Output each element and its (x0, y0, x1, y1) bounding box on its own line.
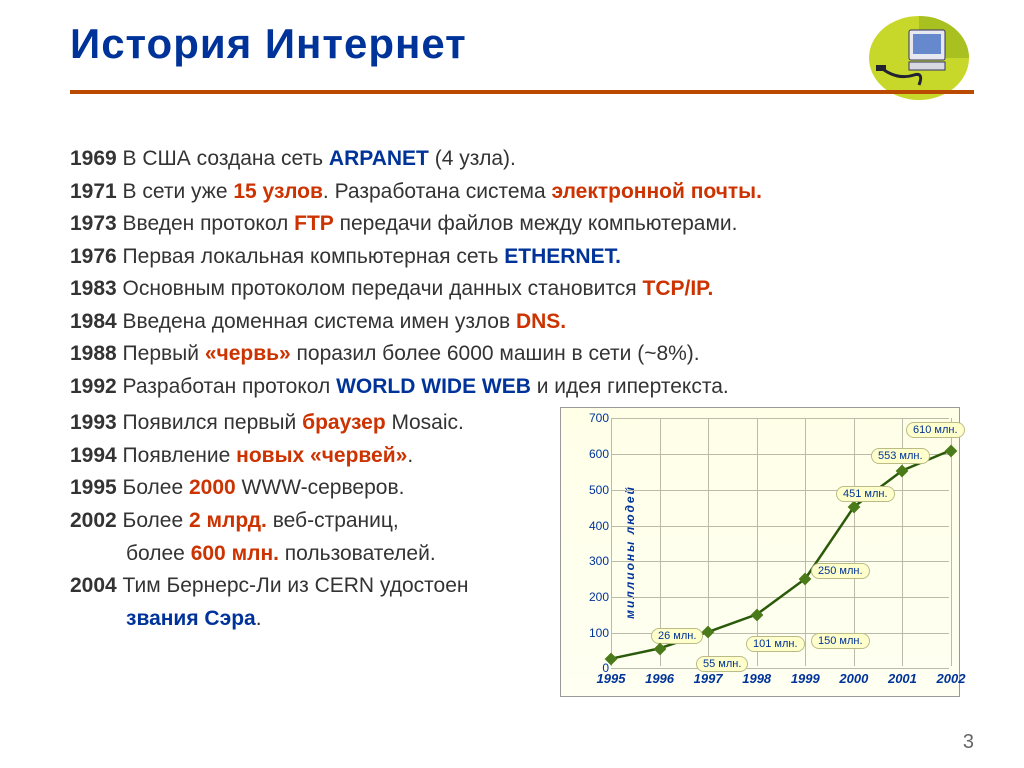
users-line-chart: миллионы людей 26 млн.55 млн.101 млн.150… (560, 407, 960, 697)
timeline-text: пользователей. (279, 542, 436, 565)
chart-xtick: 2002 (937, 671, 966, 686)
timeline-text: WWW-серверов. (236, 476, 405, 499)
chart-xtick: 1995 (597, 671, 626, 686)
chart-ytick: 300 (581, 554, 609, 568)
timeline-text: В США создана сеть (117, 147, 329, 170)
timeline-item: 1993 Появился первый браузер Mosaic. (70, 407, 550, 440)
timeline-item: 1984 Введена доменная система имен узлов… (70, 306, 974, 339)
timeline-text: Разработан протокол (117, 375, 336, 398)
timeline-text: Введен протокол (117, 212, 294, 235)
timeline-text: В сети уже (117, 180, 234, 203)
timeline-item: 2002 Более 2 млрд. веб-страниц, (70, 505, 550, 538)
timeline-text: Более (117, 476, 189, 499)
timeline-text: ARPANET (329, 147, 429, 170)
timeline-text: DNS. (516, 310, 566, 333)
timeline-text: Появление (117, 444, 236, 467)
timeline-text: FTP (294, 212, 334, 235)
chart-xtick: 1999 (791, 671, 820, 686)
timeline-item: звания Сэра. (70, 603, 550, 636)
timeline-text: и идея гипертекста. (531, 375, 729, 398)
chart-xtick: 2000 (839, 671, 868, 686)
timeline-year: 1969 (70, 147, 117, 170)
timeline-text: Первый (117, 342, 205, 365)
timeline-year: 1995 (70, 476, 117, 499)
chart-xtick: 1996 (645, 671, 674, 686)
chart-point-label: 553 млн. (871, 448, 930, 464)
timeline-text: более (126, 542, 191, 565)
timeline-text: звания Сэра (126, 607, 256, 630)
chart-point-label: 55 млн. (696, 656, 748, 672)
timeline-year: 1988 (70, 342, 117, 365)
chart-ytick: 200 (581, 590, 609, 604)
timeline-year: 2004 (70, 574, 117, 597)
page-number: 3 (963, 731, 974, 754)
timeline-text: 15 узлов (233, 180, 323, 203)
timeline-text: Появился первый (117, 411, 302, 434)
timeline-top: 1969 В США создана сеть ARPANET (4 узла)… (70, 143, 974, 403)
timeline-year: 1976 (70, 245, 117, 268)
timeline-text: электронной почты. (552, 180, 762, 203)
timeline-text: браузер (302, 411, 386, 434)
timeline-year: 1992 (70, 375, 117, 398)
timeline-item: 1983 Основным протоколом передачи данных… (70, 273, 974, 306)
chart-point-label: 101 млн. (746, 636, 805, 652)
timeline-year: 1993 (70, 411, 117, 434)
timeline-year: 1971 (70, 180, 117, 203)
title-divider (70, 90, 974, 94)
timeline-text: 2 млрд. (189, 509, 267, 532)
timeline-year: 1984 (70, 310, 117, 333)
timeline-item: 1971 В сети уже 15 узлов. Разработана си… (70, 176, 974, 209)
timeline-year: 2002 (70, 509, 117, 532)
timeline-item: более 600 млн. пользователей. (70, 538, 550, 571)
timeline-text: 600 млн. (191, 542, 279, 565)
chart-gridline (611, 668, 949, 669)
timeline-text: ETHERNET. (504, 245, 621, 268)
timeline-text: WORLD WIDE WEB (336, 375, 531, 398)
chart-ytick: 600 (581, 447, 609, 461)
chart-ytick: 500 (581, 483, 609, 497)
timeline-text: поразил более 6000 машин в сети (~8%). (291, 342, 700, 365)
chart-xtick: 2001 (888, 671, 917, 686)
timeline-text: . (407, 444, 413, 467)
chart-xtick: 1997 (694, 671, 723, 686)
page-title: История Интернет (70, 20, 467, 68)
timeline-item: 1976 Первая локальная компьютерная сеть … (70, 241, 974, 274)
timeline-text: «червь» (205, 342, 291, 365)
timeline-bottom: 1993 Появился первый браузер Mosaic.1994… (70, 407, 550, 697)
timeline-text: . (256, 607, 262, 630)
timeline-text: Более (117, 509, 189, 532)
chart-point-label: 451 млн. (836, 486, 895, 502)
timeline-text: Первая локальная компьютерная сеть (117, 245, 505, 268)
timeline-item: 1994 Появление новых «червей». (70, 440, 550, 473)
timeline-text: новых «червей» (236, 444, 407, 467)
timeline-text: (4 узла). (429, 147, 516, 170)
timeline-item: 1969 В США создана сеть ARPANET (4 узла)… (70, 143, 974, 176)
timeline-text: TCP/IP. (643, 277, 714, 300)
chart-ytick: 400 (581, 519, 609, 533)
timeline-item: 1988 Первый «червь» поразил более 6000 м… (70, 338, 974, 371)
timeline-text: передачи файлов между компьютерами. (334, 212, 738, 235)
timeline-item: 1973 Введен протокол FTP передачи файлов… (70, 208, 974, 241)
chart-xtick: 1998 (742, 671, 771, 686)
chart-point-label: 150 млн. (811, 633, 870, 649)
timeline-text: Mosaic. (386, 411, 464, 434)
timeline-text: Основным протоколом передачи данных стан… (117, 277, 643, 300)
timeline-item: 1995 Более 2000 WWW-серверов. (70, 472, 550, 505)
chart-point-label: 610 млн. (906, 422, 965, 438)
chart-ytick: 700 (581, 411, 609, 425)
timeline-year: 1973 (70, 212, 117, 235)
timeline-year: 1983 (70, 277, 117, 300)
timeline-text: веб-страниц, (267, 509, 399, 532)
chart-ytick: 100 (581, 626, 609, 640)
timeline-year: 1994 (70, 444, 117, 467)
chart-point-label: 250 млн. (811, 563, 870, 579)
timeline-item: 1992 Разработан протокол WORLD WIDE WEB … (70, 371, 974, 404)
timeline-item: 2004 Тим Бернерс-Ли из CERN удостоен (70, 570, 550, 603)
timeline-text: Тим Бернерс-Ли из CERN удостоен (117, 574, 469, 597)
timeline-text: 2000 (189, 476, 236, 499)
timeline-text: Введена доменная система имен узлов (117, 310, 516, 333)
timeline-text: . Разработана система (323, 180, 552, 203)
